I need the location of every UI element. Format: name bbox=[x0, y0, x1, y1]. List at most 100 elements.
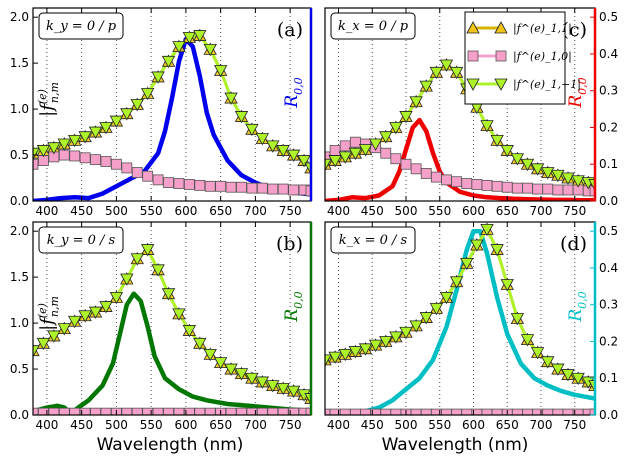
marker-triangle-down bbox=[234, 111, 249, 124]
marker-triangle-down bbox=[379, 131, 393, 144]
y-tick-label-left-1.0: 1.0 bbox=[10, 316, 29, 330]
y-tick-label-right-0.3: 0.3 bbox=[599, 298, 618, 312]
y-tick-label-right-0.4: 0.4 bbox=[599, 261, 618, 275]
x-tick-label-700: 700 bbox=[530, 204, 553, 218]
marker-square bbox=[451, 408, 463, 415]
x-tick-label-450: 450 bbox=[70, 204, 93, 218]
x-tick-label-750: 750 bbox=[279, 418, 302, 432]
marker-triangle-down bbox=[328, 351, 342, 364]
legend-marker-square bbox=[467, 50, 479, 62]
marker-triangle-down bbox=[172, 308, 186, 321]
marker-triangle-down bbox=[500, 279, 514, 292]
marker-square bbox=[420, 168, 432, 179]
y-tick-label-right-0.2: 0.2 bbox=[599, 334, 618, 348]
marker-square bbox=[256, 182, 268, 194]
marker-triangle-down bbox=[224, 92, 238, 105]
marker-square bbox=[69, 407, 81, 415]
marker-triangle-down bbox=[151, 264, 165, 277]
marker-triangle-down bbox=[389, 122, 403, 135]
marker-triangle-down bbox=[571, 175, 585, 188]
condition-box: k_y = 0 / p bbox=[38, 12, 124, 40]
y-axis-label-right-sub: 0,0 bbox=[576, 77, 589, 95]
marker-square bbox=[501, 181, 513, 193]
marker-square bbox=[461, 178, 473, 189]
marker-triangle-down bbox=[449, 66, 464, 80]
marker-square bbox=[589, 185, 595, 197]
marker-triangle-down bbox=[213, 65, 228, 78]
marker-triangle-down bbox=[36, 337, 51, 351]
marker-square bbox=[380, 147, 392, 159]
marker-square bbox=[267, 407, 279, 415]
y-tick-label-right-0.3: 0.3 bbox=[599, 84, 618, 98]
marker-triangle-down bbox=[203, 43, 217, 57]
marker-triangle-down bbox=[409, 96, 423, 109]
y-axis-label-right-base: R bbox=[566, 95, 586, 109]
x-tick-label-700: 700 bbox=[530, 418, 553, 432]
panel-label: (d) bbox=[560, 233, 587, 255]
marker-triangle-down bbox=[304, 162, 311, 175]
series-line-R00 bbox=[33, 36, 311, 201]
panel-c: 400 450 500 550 600 650 700 750 0.0 0.1 0.2 0.3 0.4 0… bbox=[324, 7, 618, 218]
y-axis-label-right-sub: 0,0 bbox=[576, 291, 589, 309]
x-tick-label-500: 500 bbox=[395, 418, 418, 432]
y-axis-label-right-text: R0,0 bbox=[282, 291, 305, 322]
marker-square bbox=[90, 154, 101, 166]
marker-triangle-down bbox=[88, 306, 103, 319]
marker-square bbox=[441, 174, 452, 186]
panel-d-plot bbox=[325, 222, 595, 415]
y-axis-label-left-sup: (e) bbox=[36, 303, 49, 318]
marker-triangle-down bbox=[224, 363, 238, 376]
marker-triangle-down bbox=[368, 138, 383, 151]
marker-triangle-down bbox=[276, 145, 290, 158]
marker-triangle-down bbox=[328, 155, 342, 168]
marker-triangle-down bbox=[480, 223, 494, 237]
marker-triangle-down bbox=[399, 111, 413, 124]
marker-square bbox=[163, 407, 174, 415]
panel-label: (b) bbox=[276, 233, 303, 255]
marker-square bbox=[349, 408, 361, 415]
marker-square bbox=[329, 145, 341, 156]
marker-square bbox=[511, 182, 523, 194]
y-tick-label-left-1.5: 1.5 bbox=[10, 270, 29, 284]
marker-square bbox=[349, 136, 361, 148]
marker-square bbox=[38, 407, 49, 415]
y-axis-label-right-base: R bbox=[282, 95, 302, 109]
marker-triangle-down bbox=[161, 55, 176, 69]
marker-square bbox=[451, 176, 463, 188]
marker-triangle-down bbox=[36, 145, 51, 158]
marker-triangle-down bbox=[182, 325, 197, 338]
marker-triangle-down bbox=[530, 347, 545, 360]
marker-triangle-down bbox=[99, 122, 113, 135]
marker-square bbox=[152, 407, 164, 415]
legend-marker-triangle-up bbox=[466, 21, 480, 34]
marker-triangle-down bbox=[304, 393, 311, 406]
marker-triangle-down bbox=[99, 301, 113, 314]
marker-square bbox=[277, 183, 289, 195]
y-tick-label-left-0.5: 0.5 bbox=[10, 362, 29, 376]
marker-triangle-down bbox=[520, 158, 535, 172]
y-axis-label-right: R0,0 bbox=[282, 77, 305, 108]
marker-triangle-down bbox=[266, 140, 280, 153]
marker-triangle-down bbox=[213, 357, 228, 370]
panels-group: 400 450 500 550 600 650 700 750 0.0 0.5 1.0 1.5 2.0 k… bbox=[10, 7, 618, 432]
marker-triangle-down bbox=[141, 244, 155, 257]
marker-square bbox=[69, 150, 81, 162]
x-tick-label-650: 650 bbox=[496, 418, 519, 432]
marker-triangle-down bbox=[193, 30, 207, 43]
marker-square bbox=[390, 153, 402, 165]
marker-square bbox=[532, 183, 544, 195]
marker-square bbox=[204, 407, 216, 415]
x-tick-label-650: 650 bbox=[496, 204, 519, 218]
y-tick-label-left-0.5: 0.5 bbox=[10, 148, 29, 162]
x-tick-label-400: 400 bbox=[327, 204, 350, 218]
x-tick-label-400: 400 bbox=[327, 418, 350, 432]
legend-marker-square bbox=[495, 50, 507, 62]
marker-triangle-down bbox=[460, 257, 474, 271]
x-tick-label-450: 450 bbox=[70, 418, 93, 432]
marker-triangle-down bbox=[57, 138, 71, 151]
condition-box-bg bbox=[38, 12, 124, 40]
marker-square bbox=[410, 163, 422, 175]
marker-triangle-down bbox=[520, 334, 535, 347]
condition-box: k_x = 0 / s bbox=[330, 226, 416, 254]
x-tick-label-700: 700 bbox=[244, 418, 267, 432]
